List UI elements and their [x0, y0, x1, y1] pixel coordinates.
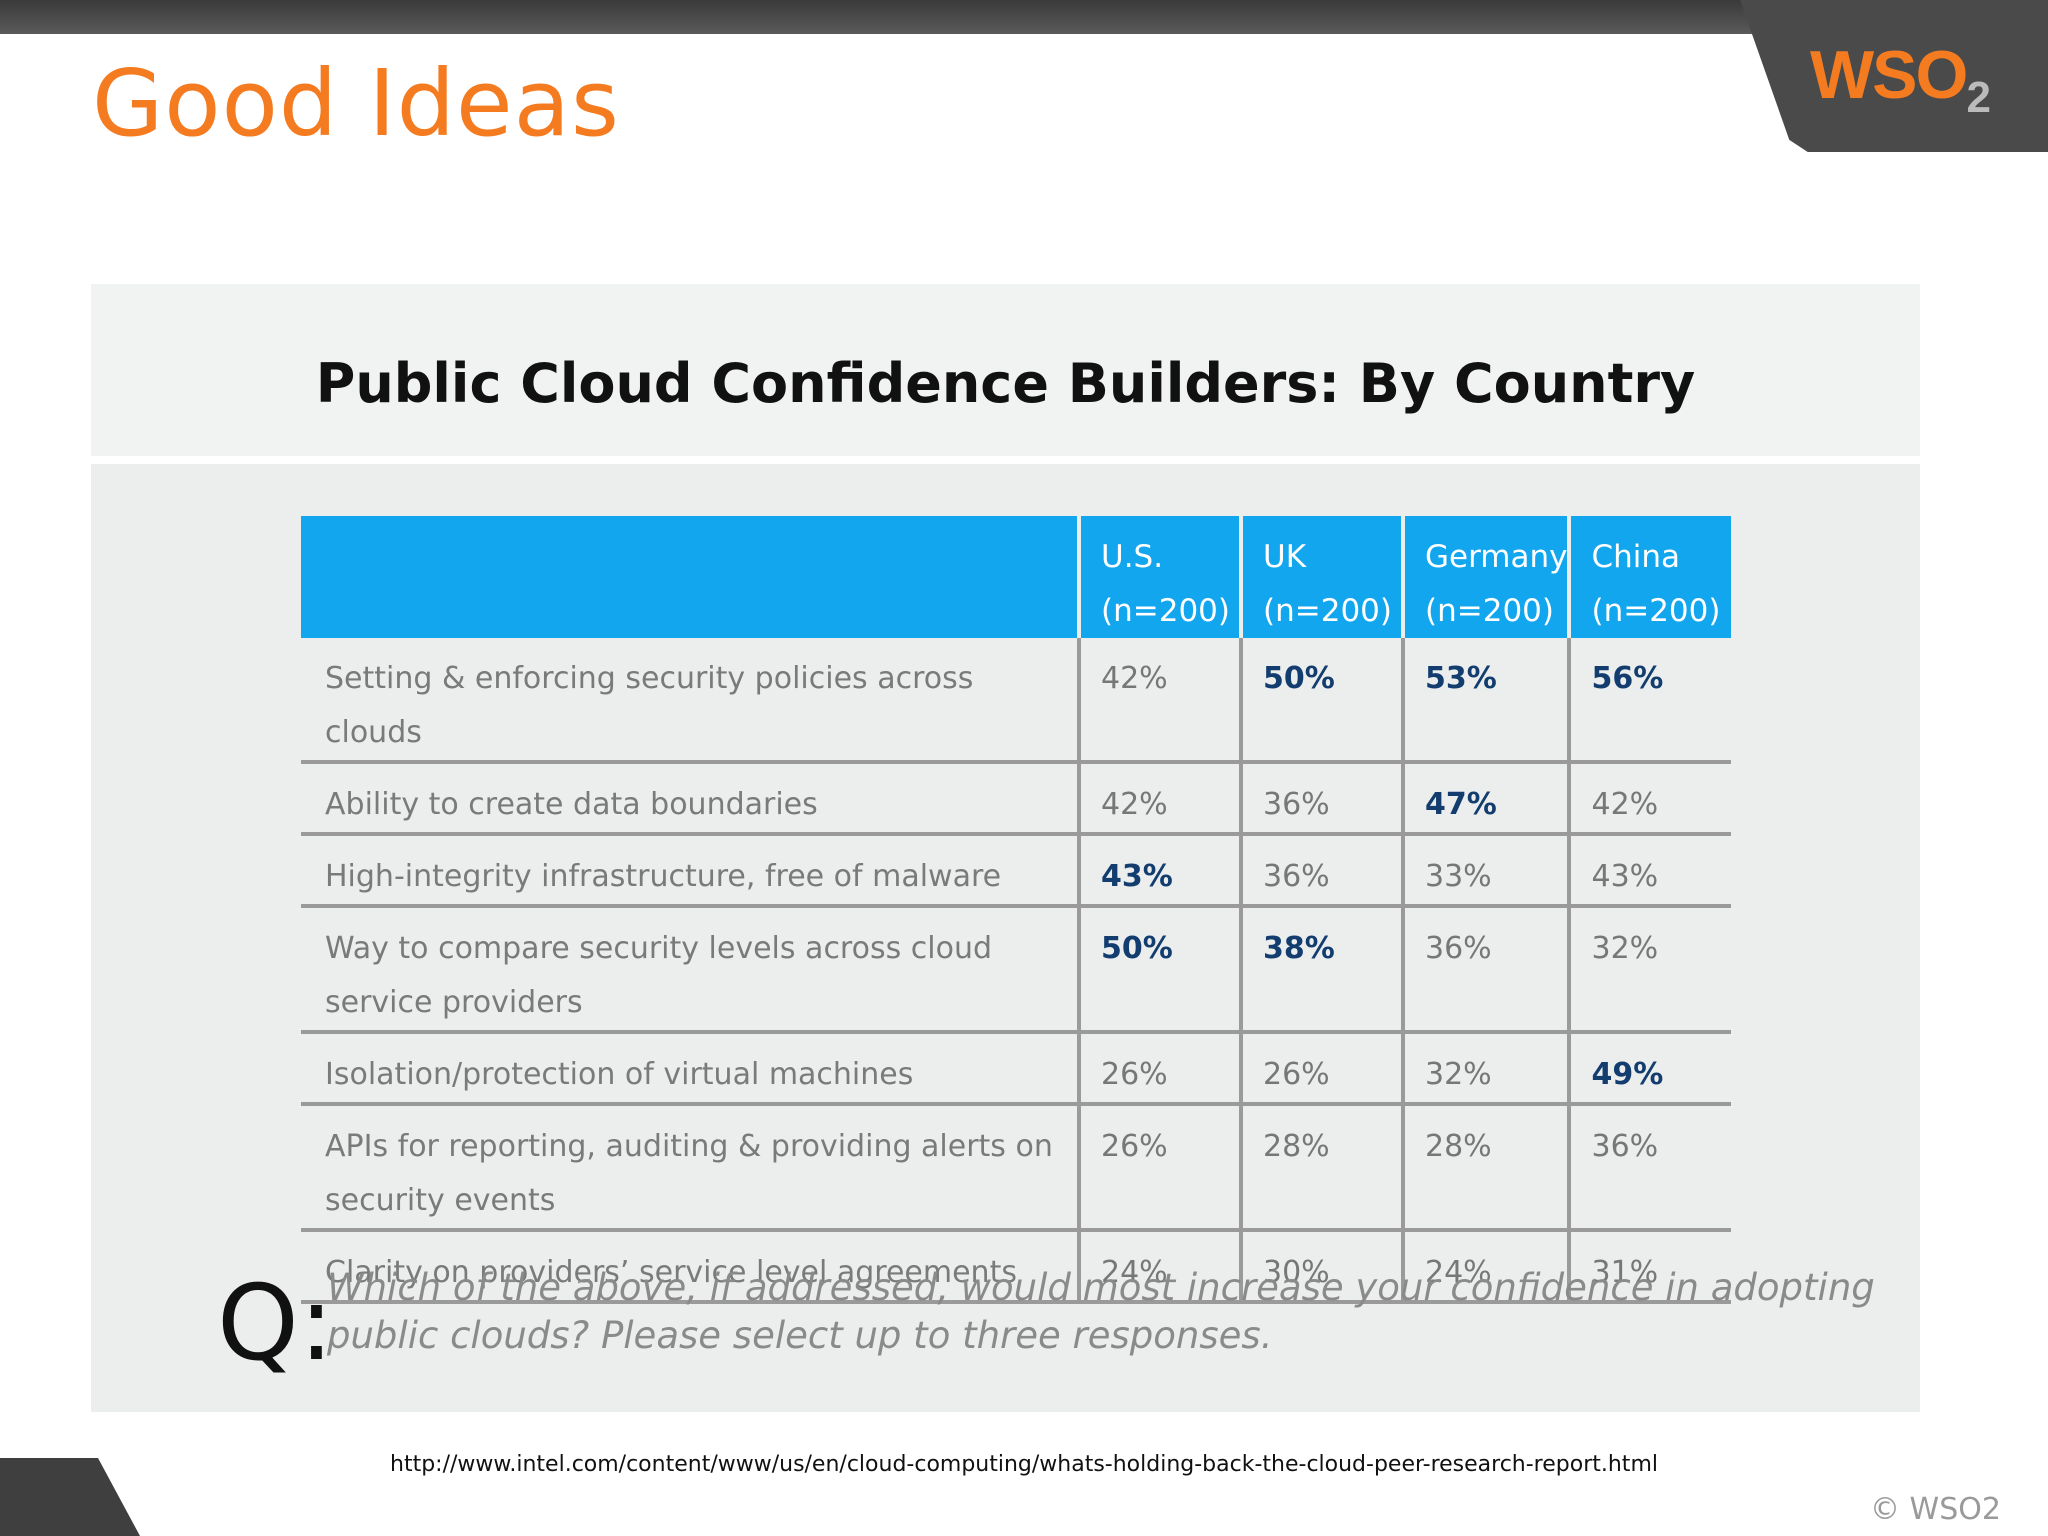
table-row: High-integrity infrastructure, free of m…	[301, 834, 1732, 908]
cell-value: 36%	[1569, 1104, 1732, 1232]
cell-value: 24%	[1079, 1230, 1243, 1304]
figure-header: Public Cloud Confidence Builders: By Cou…	[91, 284, 1920, 464]
header-blank	[301, 516, 1081, 638]
cell-value: 50%	[1079, 906, 1243, 1034]
table-row: Isolation/protection of virtual machines…	[301, 1032, 1732, 1106]
logo-sub: 2	[1966, 73, 1991, 122]
row-label: Ability to create data boundaries	[301, 762, 1081, 836]
cell-value: 53%	[1403, 638, 1572, 764]
figure-title: Public Cloud Confidence Builders: By Cou…	[315, 352, 1696, 415]
cell-value: 49%	[1569, 1032, 1732, 1106]
cell-value: 43%	[1079, 834, 1243, 908]
cell-value: 36%	[1241, 834, 1405, 908]
cell-value: 50%	[1241, 638, 1405, 764]
table-row: Ability to create data boundaries 42% 36% 4…	[301, 762, 1732, 836]
copyright: © WSO2	[1870, 1492, 2001, 1527]
row-label: Setting & enforcing security policies ac…	[301, 638, 1081, 764]
logo-tab	[1740, 0, 2048, 152]
cell-value: 31%	[1569, 1230, 1732, 1304]
header-uk: UK (n=200)	[1241, 516, 1405, 638]
question-mark: Q:	[217, 1262, 334, 1384]
row-label: Way to compare security levels across cl…	[301, 906, 1081, 1034]
cell-value: 26%	[1079, 1032, 1243, 1106]
row-label: High-integrity infrastructure, free of m…	[301, 834, 1081, 908]
cell-value: 42%	[1079, 762, 1243, 836]
header-germany: Germany (n=200)	[1403, 516, 1572, 638]
cell-value: 24%	[1403, 1230, 1572, 1304]
header-china: China (n=200)	[1569, 516, 1732, 638]
table-row: Setting & enforcing security policies ac…	[301, 638, 1732, 764]
cell-value: 26%	[1079, 1104, 1243, 1232]
table-row: Way to compare security levels across cl…	[301, 906, 1732, 1034]
row-label: Clarity on providers’ service level agre…	[301, 1230, 1081, 1304]
cell-value: 33%	[1403, 834, 1572, 908]
cell-value: 28%	[1241, 1104, 1405, 1232]
cell-value: 42%	[1079, 638, 1243, 764]
cell-value: 42%	[1569, 762, 1732, 836]
cell-value: 32%	[1403, 1032, 1572, 1106]
cell-value: 30%	[1241, 1230, 1405, 1304]
question-text: Which of the above, if addressed, would …	[327, 1266, 1875, 1357]
header-us: U.S. (n=200)	[1079, 516, 1243, 638]
slide-title: Good Ideas	[92, 50, 620, 157]
cell-value: 32%	[1569, 906, 1732, 1034]
top-bar	[0, 0, 2048, 34]
cell-value: 56%	[1569, 638, 1732, 764]
cell-value: 28%	[1403, 1104, 1572, 1232]
survey-figure: Public Cloud Confidence Builders: By Cou…	[91, 284, 1920, 1412]
cell-value: 47%	[1403, 762, 1572, 836]
cell-value: 43%	[1569, 834, 1732, 908]
confidence-table: U.S. (n=200) UK (n=200) Germany (n=200) Chi…	[301, 516, 1732, 1304]
cell-value: 36%	[1241, 762, 1405, 836]
source-url: http://www.intel.com/content/www/us/en/c…	[390, 1452, 1658, 1477]
table-row: Clarity on providers’ service level agre…	[301, 1230, 1732, 1304]
wso2-logo: WSO2	[1810, 36, 1991, 123]
row-label: Isolation/protection of virtual machines	[301, 1032, 1081, 1106]
cell-value: 38%	[1241, 906, 1405, 1034]
logo-main: WSO	[1810, 37, 1968, 113]
row-label: APIs for reporting, auditing & providing…	[301, 1104, 1081, 1232]
cell-value: 36%	[1403, 906, 1572, 1034]
table-header-row: U.S. (n=200) UK (n=200) Germany (n=200) Chi…	[301, 516, 1732, 638]
cell-value: 26%	[1241, 1032, 1405, 1106]
table-row: APIs for reporting, auditing & providing…	[301, 1104, 1732, 1232]
